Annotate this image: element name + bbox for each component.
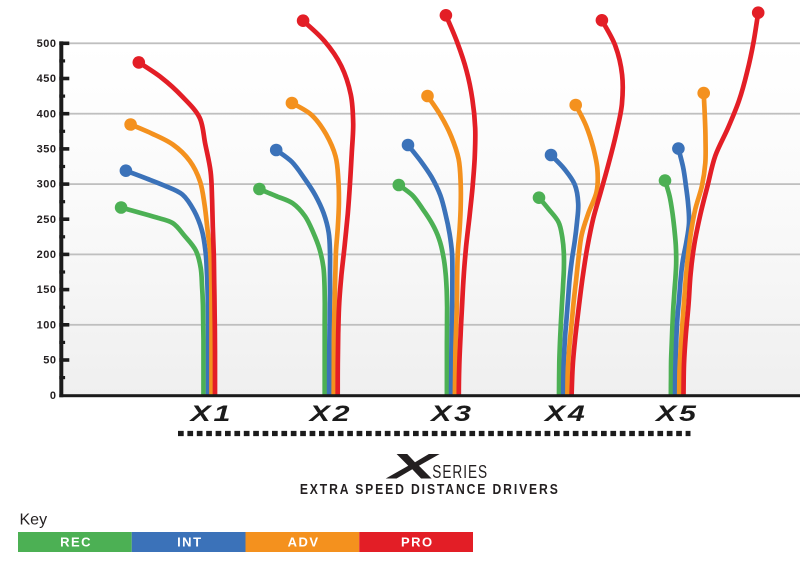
- svg-text:200: 200: [37, 249, 57, 261]
- svg-text:X4: X4: [543, 401, 588, 426]
- svg-text:X3: X3: [429, 401, 474, 426]
- svg-text:SERIES: SERIES: [432, 462, 488, 483]
- svg-text:Key: Key: [20, 511, 48, 528]
- svg-text:250: 250: [37, 214, 57, 226]
- svg-text:X2: X2: [307, 401, 352, 426]
- svg-text:450: 450: [37, 73, 57, 85]
- svg-text:0: 0: [50, 390, 57, 402]
- svg-text:350: 350: [37, 144, 57, 156]
- svg-text:PRO: PRO: [401, 535, 434, 550]
- svg-text:300: 300: [37, 179, 57, 191]
- svg-text:50: 50: [43, 355, 56, 367]
- svg-text:400: 400: [37, 108, 57, 120]
- svg-text:REC: REC: [60, 535, 92, 550]
- svg-text:X5: X5: [654, 401, 699, 426]
- svg-text:150: 150: [37, 284, 57, 296]
- svg-text:500: 500: [37, 38, 57, 50]
- svg-text:X: X: [385, 447, 439, 486]
- svg-text:100: 100: [37, 319, 57, 331]
- svg-text:EXTRA SPEED DISTANCE DRIVERS: EXTRA SPEED DISTANCE DRIVERS: [300, 481, 560, 497]
- svg-text:X1: X1: [188, 401, 233, 426]
- svg-text:ADV: ADV: [288, 535, 320, 550]
- svg-text:INT: INT: [177, 535, 202, 550]
